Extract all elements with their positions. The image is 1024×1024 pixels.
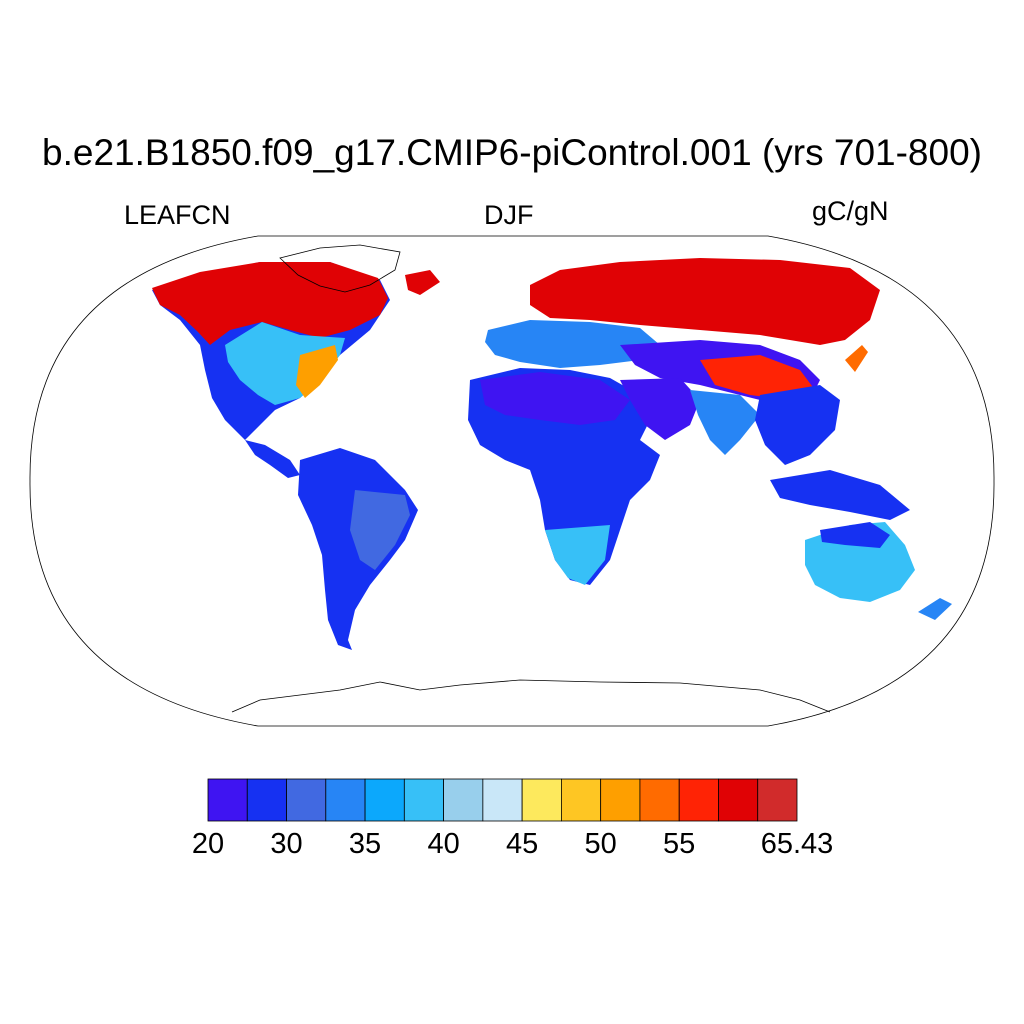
plot-title: b.e21.B1850.f09_g17.CMIP6-piControl.001 … [42, 132, 982, 173]
iceland [405, 270, 440, 295]
colorbar-swatch [403, 778, 445, 822]
southern-africa [545, 525, 610, 585]
central-asia-high [700, 355, 815, 400]
new-zealand [918, 598, 952, 620]
colorbar-tick-label: 30 [270, 828, 303, 860]
colorbar-swatch [246, 778, 287, 822]
land-field [152, 258, 952, 650]
middle-east [620, 378, 700, 440]
colorbar-swatch [757, 778, 798, 822]
season-label: DJF [484, 200, 534, 230]
east-asia [755, 385, 840, 465]
colorbar-swatch [443, 778, 484, 822]
central-america [245, 440, 300, 478]
antarctica-coastline [231, 679, 831, 713]
colorbar-tick-label: 45 [505, 828, 539, 860]
colorbar-tick-label: 20 [191, 828, 225, 860]
australia-north [820, 522, 890, 548]
colorbar-swatch [207, 778, 248, 822]
colorbar-tick-label: 65.43 [760, 828, 834, 860]
north-america-boreal [152, 262, 388, 345]
colorbar-swatch [325, 778, 366, 822]
india [690, 390, 760, 455]
colorbar-tick-label: 55 [663, 828, 696, 860]
colorbar-swatch [718, 778, 759, 822]
colorbar-tick-label: 50 [584, 828, 617, 860]
colorbar-swatch [364, 778, 405, 822]
north-america-east [296, 345, 338, 398]
greenland-coastline [279, 244, 401, 293]
japan [845, 345, 868, 372]
south-america-east [350, 490, 410, 570]
colorbar-swatch [561, 778, 602, 822]
colorbar-swatch [482, 778, 523, 822]
units-label: gC/gN [812, 196, 889, 226]
europe-temperate [485, 320, 660, 368]
colorbar-tick-label: 35 [348, 828, 382, 860]
sahara [480, 372, 630, 425]
colorbar-swatch [521, 778, 562, 822]
colorbar-swatch [600, 778, 641, 822]
colorbar-swatch [286, 778, 327, 822]
se-asia-islands [770, 470, 910, 520]
colorbar-tick-label: 40 [427, 828, 460, 860]
africa [468, 368, 660, 585]
globe-outline [29, 235, 995, 727]
colorbar-swatch [678, 778, 719, 822]
eurasia-boreal [530, 258, 880, 345]
variable-label: LEAFCN [124, 200, 231, 230]
colorbar-swatch [639, 778, 680, 822]
